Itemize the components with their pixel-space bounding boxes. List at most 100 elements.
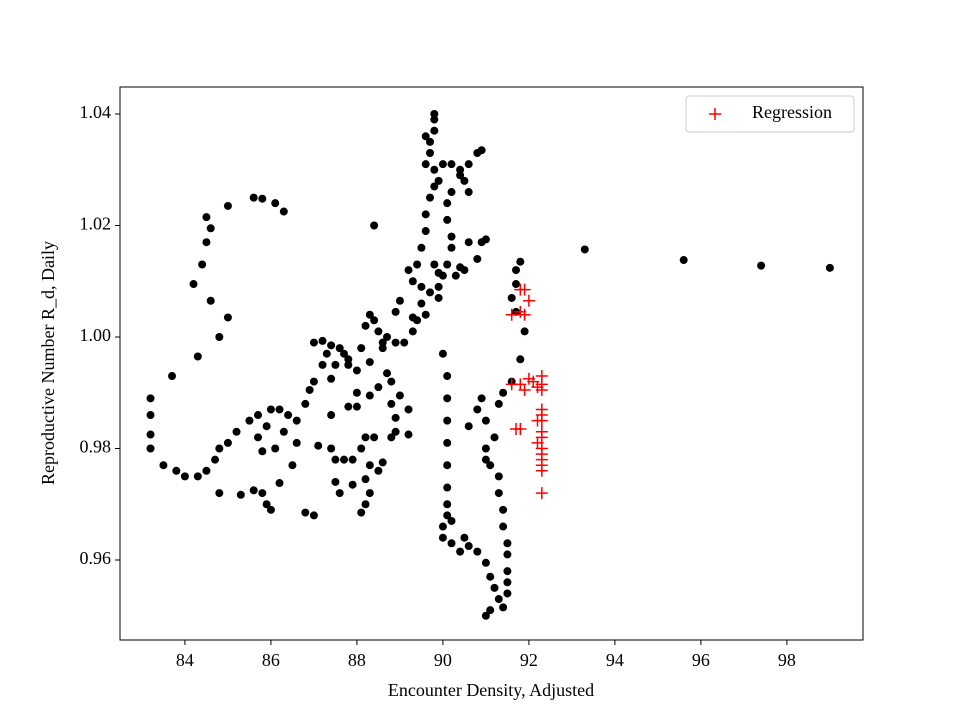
point — [430, 260, 439, 269]
point — [507, 293, 516, 302]
point — [206, 296, 215, 305]
point — [146, 394, 155, 403]
point — [494, 595, 503, 604]
point — [434, 282, 443, 291]
point — [503, 539, 512, 548]
point — [340, 455, 349, 464]
point — [395, 296, 404, 305]
point — [443, 215, 452, 224]
point — [266, 405, 275, 414]
legend: Regression — [685, 95, 855, 133]
point — [494, 472, 503, 481]
point — [314, 441, 323, 450]
point — [258, 194, 267, 203]
point — [426, 149, 435, 158]
point — [447, 516, 456, 525]
point — [378, 458, 387, 467]
point — [309, 338, 318, 347]
point — [426, 193, 435, 202]
point — [430, 165, 439, 174]
point — [417, 299, 426, 308]
point — [499, 505, 508, 514]
point — [473, 254, 482, 263]
point — [344, 355, 353, 364]
point — [438, 160, 447, 169]
point — [408, 313, 417, 322]
point — [279, 207, 288, 216]
point — [443, 199, 452, 208]
y-tick-label: 0.96 — [80, 548, 112, 568]
point — [481, 235, 490, 244]
x-tick-label: 92 — [520, 650, 538, 670]
point — [331, 360, 340, 369]
point — [464, 188, 473, 197]
point — [417, 282, 426, 291]
point — [249, 486, 258, 495]
point — [370, 316, 379, 325]
point — [464, 238, 473, 247]
point — [481, 444, 490, 453]
point — [825, 263, 834, 272]
point — [421, 210, 430, 219]
point — [271, 444, 280, 453]
point — [443, 438, 452, 447]
point — [494, 399, 503, 408]
point — [460, 176, 469, 185]
x-tick-label: 98 — [778, 650, 796, 670]
x-tick-label: 84 — [176, 650, 194, 670]
point — [404, 266, 413, 275]
point — [262, 500, 271, 509]
point — [344, 402, 353, 411]
legend-label: Regression — [752, 102, 832, 122]
point — [365, 358, 374, 367]
point — [443, 500, 452, 509]
plus-marker — [535, 464, 548, 477]
point — [456, 263, 465, 272]
point — [447, 188, 456, 197]
point — [245, 416, 254, 425]
point — [486, 572, 495, 581]
point — [370, 433, 379, 442]
point — [580, 245, 589, 254]
point — [361, 500, 370, 509]
point — [318, 360, 327, 369]
point — [430, 115, 439, 124]
point — [391, 338, 400, 347]
point — [426, 288, 435, 297]
point — [193, 472, 202, 481]
point — [202, 238, 211, 247]
point — [481, 455, 490, 464]
point — [387, 399, 396, 408]
point — [357, 344, 366, 353]
point — [520, 327, 529, 336]
point — [168, 372, 177, 381]
legend-box — [685, 95, 855, 133]
point — [305, 385, 314, 394]
point — [279, 427, 288, 436]
point — [443, 260, 452, 269]
point — [400, 338, 409, 347]
point — [202, 466, 211, 475]
y-tick-label: 1.02 — [80, 214, 112, 234]
point — [434, 176, 443, 185]
point — [387, 377, 396, 386]
point — [327, 444, 336, 453]
point — [481, 611, 490, 620]
point — [430, 109, 439, 118]
x-tick-label: 88 — [348, 650, 366, 670]
point — [438, 522, 447, 531]
point — [473, 405, 482, 414]
point — [146, 411, 155, 420]
point — [426, 137, 435, 146]
point — [477, 146, 486, 155]
point — [481, 558, 490, 567]
point — [499, 522, 508, 531]
point — [430, 182, 439, 191]
point — [516, 257, 525, 266]
point — [322, 349, 331, 358]
point — [189, 280, 198, 289]
point — [335, 489, 344, 498]
plot-frame — [119, 86, 864, 641]
point — [499, 603, 508, 612]
